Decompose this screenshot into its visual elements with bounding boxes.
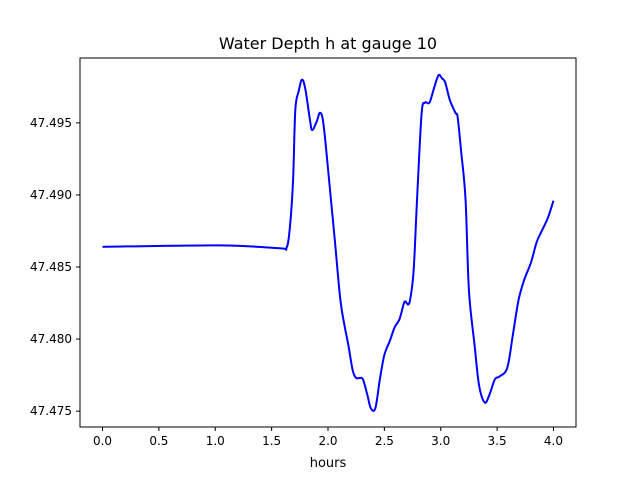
- y-tick-label: 47.475: [30, 404, 72, 418]
- x-axis-label: hours: [310, 456, 347, 471]
- x-tick-label: 2.0: [318, 434, 337, 448]
- plot-frame: [79, 57, 577, 428]
- x-tick-label: 0.0: [93, 434, 112, 448]
- x-tick-label: 4.0: [544, 434, 563, 448]
- y-tick-label: 47.485: [30, 260, 72, 274]
- x-tick-label: 1.0: [206, 434, 225, 448]
- chart-title: Water Depth h at gauge 10: [219, 34, 437, 53]
- x-tick-label: 1.5: [262, 434, 281, 448]
- x-tick-label: 3.5: [488, 434, 507, 448]
- x-tick-label: 2.5: [375, 434, 394, 448]
- y-tick-label: 47.495: [30, 116, 72, 130]
- y-tick-label: 47.490: [30, 188, 72, 202]
- x-tick-label: 0.5: [149, 434, 168, 448]
- x-tick-label: 3.0: [431, 434, 450, 448]
- series-line-h: [102, 73, 555, 412]
- y-tick-label: 47.480: [30, 332, 72, 346]
